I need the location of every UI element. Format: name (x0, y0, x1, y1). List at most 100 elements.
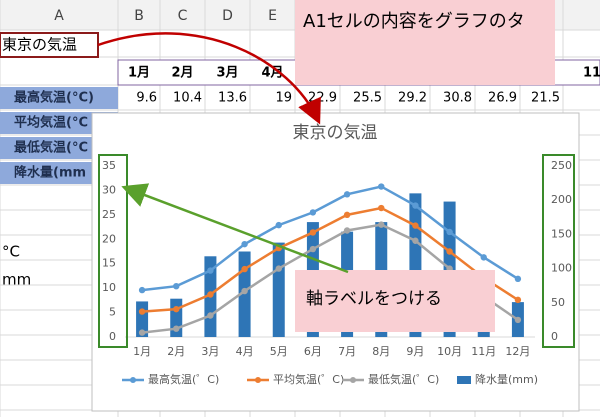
point (207, 312, 214, 319)
y2-tick-label: 50 (551, 296, 565, 309)
point (173, 325, 180, 332)
point (412, 202, 419, 209)
value-cell[interactable]: 22.9 (308, 91, 337, 106)
x-tick-label: 11月 (471, 345, 496, 358)
column-header[interactable]: B (134, 8, 144, 24)
x-tick-label: 12月 (505, 345, 530, 358)
x-tick-label: 9月 (406, 345, 424, 358)
value-cell[interactable]: 9.6 (136, 91, 157, 106)
point (480, 254, 487, 261)
value-cell[interactable]: 19 (275, 91, 292, 106)
row-label[interactable]: 降水量(mm (14, 165, 86, 181)
point (275, 221, 282, 229)
callout-text: 軸ラベルをつける (306, 289, 442, 309)
point (343, 191, 351, 198)
point (173, 282, 180, 290)
point (207, 267, 214, 274)
point (173, 305, 180, 313)
y2-tick-label: 250 (551, 159, 572, 172)
point (446, 248, 453, 255)
row-label[interactable]: 最低気温(°C (14, 140, 88, 156)
point (309, 229, 317, 236)
point (138, 286, 146, 294)
legend-label: 最低気温(゜C) (368, 372, 439, 386)
point (241, 287, 248, 295)
legend-swatch (130, 377, 136, 383)
chart: 東京の気温 0 5 10 15 20 25 30 35 0 50 100 150 200 250 1月 2月 3月… (91, 112, 580, 412)
point (412, 237, 419, 244)
y-tick-label: 10 (102, 281, 116, 294)
legend-swatch (350, 377, 356, 383)
month-cell[interactable]: 1月 (128, 66, 150, 81)
selected-cell (0, 32, 99, 58)
value-cell[interactable]: 29.2 (398, 91, 427, 106)
callout-text: A1セルの内容をグラフのタ (303, 11, 525, 32)
point (514, 296, 522, 304)
point (343, 211, 351, 219)
value-cell[interactable]: 25.5 (353, 91, 382, 106)
x-tick-label: 6月 (304, 345, 322, 358)
value-cell[interactable]: 10.4 (173, 91, 202, 106)
point (241, 240, 248, 248)
value-cell[interactable]: 30.8 (443, 91, 472, 106)
point (378, 221, 385, 228)
unit-cell[interactable]: °C (2, 243, 20, 261)
a1-cell[interactable]: 東京の気温 (2, 36, 77, 54)
y2-tick-label: 200 (551, 193, 572, 206)
x-tick-label: 2月 (167, 345, 185, 358)
y-tick-label: 15 (102, 257, 116, 270)
x-tick-label: 8月 (372, 345, 390, 358)
row-label-cell (0, 87, 118, 109)
y2-tick-label: 100 (551, 262, 572, 275)
point (309, 209, 317, 216)
month-cell[interactable]: 2月 (171, 66, 193, 81)
point (378, 183, 385, 190)
x-tick-label: 7月 (338, 345, 356, 358)
column-header[interactable]: D (222, 8, 233, 24)
x-tick-label: 10月 (437, 345, 462, 358)
y-tick-label: 30 (102, 183, 116, 196)
point (309, 245, 317, 253)
point (275, 265, 282, 272)
row-label-cell (0, 112, 118, 134)
callout (295, 0, 555, 85)
month-cell[interactable]: 4月 (261, 66, 283, 81)
y-tick-label: 35 (102, 159, 116, 172)
value-cell[interactable]: 13.6 (218, 91, 247, 106)
month-cell[interactable]: 3月 (216, 66, 238, 81)
bar (272, 242, 285, 337)
point (207, 291, 214, 298)
value-cell[interactable]: 26.9 (488, 91, 517, 106)
point (138, 308, 146, 315)
value-cell[interactable]: 21.5 (531, 91, 560, 106)
chart-title[interactable]: 東京の気温 (293, 123, 378, 143)
column-header[interactable]: E (268, 8, 277, 24)
row-label[interactable]: 平均気温(°C (14, 115, 88, 131)
point (514, 275, 522, 283)
row-label-cell (0, 162, 118, 184)
point (138, 329, 146, 336)
row-label[interactable]: 最高気温(°C) (14, 90, 94, 106)
point (514, 316, 522, 324)
y2-tick-label: 150 (551, 227, 572, 240)
legend-label: 最高気温(゜C) (148, 372, 219, 386)
point (241, 265, 248, 273)
legend-label: 平均気温(゜C) (273, 372, 344, 386)
month-cell[interactable]: 11 (583, 66, 600, 81)
chart-area[interactable] (91, 112, 580, 412)
legend-swatch (255, 377, 261, 383)
value-cell[interactable]: 1 (599, 91, 600, 106)
column-header[interactable]: A (54, 8, 64, 24)
line (141, 206, 519, 313)
column-header[interactable]: C (178, 8, 188, 24)
y-tick-label: 0 (109, 330, 116, 343)
x-tick-label: 3月 (201, 345, 219, 358)
point (446, 228, 453, 236)
point (343, 227, 351, 234)
y-tick-label: 20 (102, 232, 116, 245)
point (412, 222, 419, 229)
unit-cell[interactable]: mm (2, 271, 31, 289)
callout (295, 270, 495, 332)
